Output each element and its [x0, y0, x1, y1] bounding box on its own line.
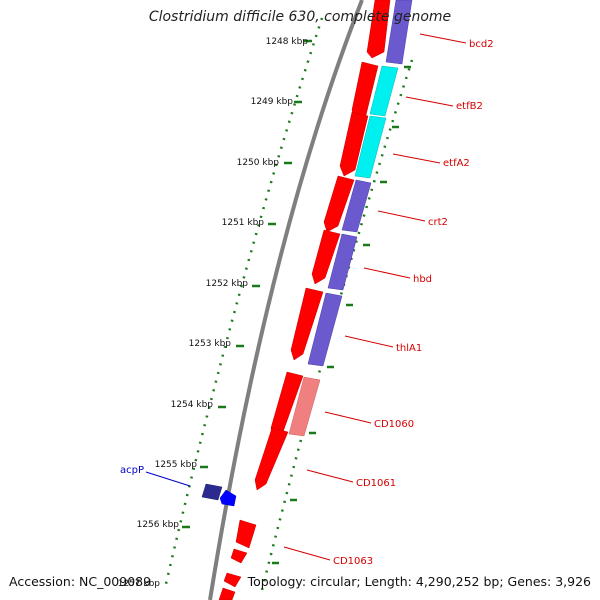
- scale-tick-label: 1253 kbp: [189, 339, 232, 349]
- feature-ticks: [272, 65, 411, 565]
- cog-bar: [327, 233, 358, 291]
- gene-arrow-reverse: [219, 489, 237, 507]
- scale-tick-label: 1250 kbp: [237, 158, 280, 168]
- leader-line: [392, 153, 441, 164]
- gene-label[interactable]: crt2: [428, 217, 448, 228]
- gene-label[interactable]: CD1060: [374, 419, 414, 430]
- forward-genes: [218, 0, 391, 600]
- leader-line: [419, 33, 467, 44]
- scale-tick-label: 1254 kbp: [171, 400, 214, 410]
- leader-line: [145, 471, 191, 487]
- leader-line: [283, 546, 331, 561]
- gene-label[interactable]: hbd: [413, 274, 432, 285]
- gene-label[interactable]: bcd2: [469, 39, 494, 50]
- cog-bar: [369, 65, 399, 117]
- gene-arrow: [218, 587, 236, 600]
- scale-tick-label: 1251 kbp: [222, 218, 265, 228]
- scale-tick-label: 1255 kbp: [155, 460, 198, 470]
- reverse-gene-acpP: [201, 483, 237, 507]
- genome-summary: Topology: circular; Length: 4,290,252 bp…: [247, 574, 591, 589]
- gene-arrow: [339, 111, 369, 177]
- gene-arrow: [254, 427, 289, 491]
- label-leaders: [145, 33, 467, 561]
- leader-line: [377, 210, 426, 222]
- gene-arrow: [366, 0, 391, 59]
- cog-bar: [385, 0, 413, 65]
- leader-line: [306, 469, 354, 483]
- gene-label-reverse[interactable]: acpP: [120, 465, 144, 476]
- gene-label[interactable]: CD1063: [333, 556, 373, 567]
- scale-tick-label: 1248 kbp: [266, 37, 309, 47]
- cog-bar: [307, 292, 343, 367]
- cog-bars: [288, 0, 413, 437]
- gene-arrow: [223, 572, 242, 588]
- cog-bar: [354, 115, 387, 179]
- leader-line: [324, 411, 372, 424]
- leader-line: [363, 267, 411, 279]
- cog-bar: [341, 179, 372, 233]
- gene-arrow: [311, 229, 341, 285]
- gene-label[interactable]: CD1061: [356, 478, 396, 489]
- gene-arrow: [230, 548, 248, 564]
- feature-track: [260, 59, 414, 591]
- leader-line: [405, 96, 454, 107]
- gene-label[interactable]: etfA2: [443, 158, 470, 169]
- cog-bar: [201, 483, 223, 501]
- map-title: Clostridium difficile 630, complete geno…: [148, 9, 452, 25]
- gene-label[interactable]: thlA1: [396, 343, 422, 354]
- scale-tick-label: 1249 kbp: [251, 97, 294, 107]
- scale-tick-label: 1257 kbp: [118, 579, 161, 589]
- accession-text: Accession: NC_009089: [9, 574, 152, 589]
- gene-label[interactable]: etfB2: [456, 101, 483, 112]
- gene-arrow: [235, 519, 257, 549]
- scale-tick-label: 1256 kbp: [137, 520, 180, 530]
- gene-arrow: [323, 175, 355, 233]
- scale-ticks: [182, 39, 312, 529]
- scale-track: [163, 17, 324, 589]
- scale-tick-label: 1252 kbp: [206, 279, 249, 289]
- cog-bar: [288, 376, 321, 437]
- leader-line: [344, 335, 394, 348]
- gene-arrow: [290, 287, 324, 361]
